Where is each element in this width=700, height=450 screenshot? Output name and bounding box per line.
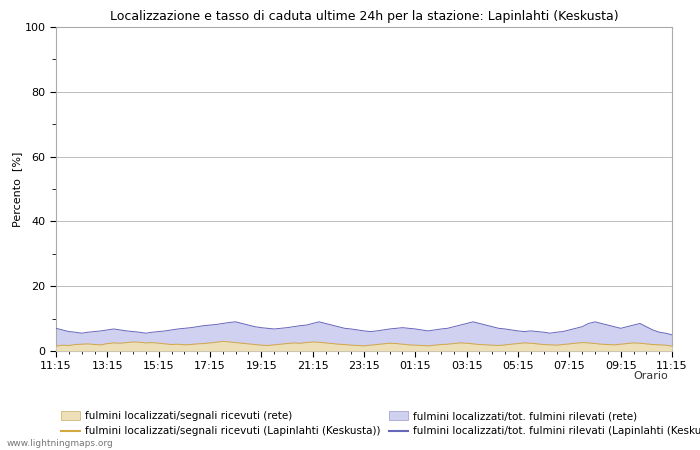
Legend: fulmini localizzati/segnali ricevuti (rete), fulmini localizzati/segnali ricevut: fulmini localizzati/segnali ricevuti (re…	[61, 411, 700, 436]
Title: Localizzazione e tasso di caduta ultime 24h per la stazione: Lapinlahti (Keskust: Localizzazione e tasso di caduta ultime …	[110, 10, 618, 23]
Text: www.lightningmaps.org: www.lightningmaps.org	[7, 439, 113, 448]
Text: Orario: Orario	[634, 371, 668, 381]
Y-axis label: Percento  [%]: Percento [%]	[12, 151, 22, 227]
